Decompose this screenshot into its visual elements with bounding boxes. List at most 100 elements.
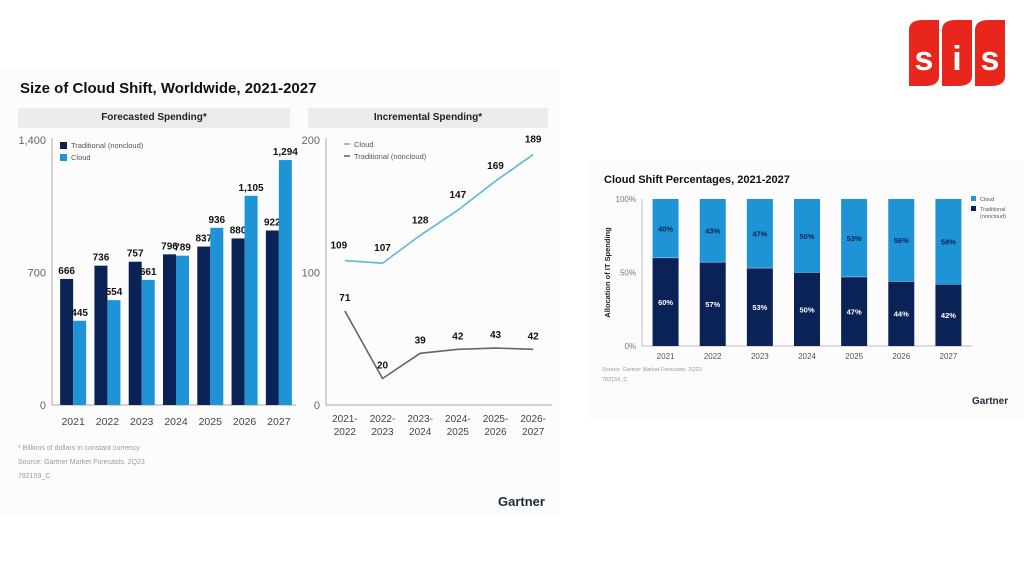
legend-label: Traditional bbox=[980, 207, 1005, 213]
x-tick-label: 2022 bbox=[704, 352, 722, 361]
cloud-shift-percentages-chart: 0% 50% 100% Allocation of IT Spending 40% 60%… bbox=[603, 195, 1006, 361]
y-tick-label: 0 bbox=[40, 400, 46, 412]
bar-cloud bbox=[107, 300, 121, 405]
bar-traditional bbox=[935, 284, 962, 346]
bar-traditional bbox=[794, 272, 820, 346]
y-tick-label: 100 bbox=[302, 268, 320, 280]
incremental-spending-header: Incremental Spending* bbox=[308, 108, 548, 128]
bar-cloud bbox=[794, 199, 820, 273]
x-tick-label: 2024- bbox=[445, 414, 471, 425]
y-tick-label: 1,400 bbox=[18, 135, 46, 147]
gartner-logo: Gartner bbox=[972, 396, 1009, 407]
bar-traditional bbox=[746, 268, 773, 346]
data-label: 47% bbox=[752, 230, 767, 239]
data-label: 666 bbox=[58, 266, 75, 277]
x-tick-label: 2023 bbox=[371, 427, 394, 438]
forecasted-spending-chart: 0 700 1,400 666 445 2021 736 554 2022 757 661 2023 7… bbox=[18, 135, 298, 428]
data-label: 789 bbox=[174, 243, 191, 254]
data-label: 757 bbox=[127, 249, 144, 260]
legend-label: Traditional (noncloud) bbox=[71, 141, 144, 150]
footnote-id: 782159_C bbox=[602, 377, 628, 383]
y-tick-label: 200 bbox=[302, 135, 320, 147]
legend-label: Cloud bbox=[354, 140, 374, 149]
data-label: 39 bbox=[415, 335, 427, 346]
line-cloud bbox=[344, 153, 534, 265]
x-tick-label: 2025- bbox=[483, 414, 509, 425]
data-label: 60% bbox=[658, 298, 673, 307]
legend-swatch bbox=[971, 196, 976, 201]
legend-swatch bbox=[60, 154, 67, 161]
incremental-spending-chart: 0 100 200 109 107 128 147 169 189 71 20 39 42 43 42 202… bbox=[302, 135, 552, 438]
data-label: 169 bbox=[487, 161, 504, 172]
x-tick-label: 2023 bbox=[130, 416, 154, 428]
bar-traditional bbox=[197, 246, 211, 405]
x-tick-label: 2026 bbox=[484, 427, 507, 438]
bar-cloud bbox=[935, 199, 962, 285]
chart-title: Cloud Shift Percentages, 2021-2027 bbox=[604, 174, 790, 186]
forecasted-spending-header: Forecasted Spending* bbox=[18, 108, 290, 128]
svg-text:s: s bbox=[915, 40, 934, 78]
data-label: 936 bbox=[208, 215, 225, 226]
x-tick-label: 2023 bbox=[751, 352, 769, 361]
data-label: 58% bbox=[941, 238, 956, 247]
sis-logo: s i s bbox=[909, 20, 1005, 86]
x-tick-label: 2026- bbox=[520, 414, 546, 425]
data-label: 43% bbox=[705, 227, 720, 236]
svg-text:s: s bbox=[981, 40, 1000, 78]
bar-traditional bbox=[888, 281, 915, 346]
legend-swatch bbox=[971, 206, 976, 211]
legend-label: Cloud bbox=[980, 197, 994, 203]
footnote-source: Source: Gartner Market Forecasts, 2Q23 bbox=[602, 367, 702, 373]
bar-cloud bbox=[278, 160, 292, 405]
bar-cloud bbox=[888, 199, 915, 282]
bar-traditional bbox=[128, 261, 142, 405]
logo-shape-1 bbox=[909, 20, 939, 86]
data-label: 43 bbox=[490, 330, 502, 341]
x-tick-label: 2026 bbox=[233, 416, 257, 428]
data-label: 71 bbox=[339, 293, 351, 304]
bar-traditional bbox=[265, 230, 279, 405]
data-label: 736 bbox=[93, 253, 110, 264]
data-label: 661 bbox=[140, 267, 157, 278]
bar-cloud bbox=[699, 199, 726, 263]
x-tick-label: 2027 bbox=[267, 416, 291, 428]
logo-shape-3 bbox=[975, 20, 1005, 86]
data-label: 53% bbox=[847, 234, 862, 243]
footnote-units: * Billions of dollars in constant curren… bbox=[18, 445, 140, 452]
data-label: 56% bbox=[894, 236, 909, 245]
legend-label: Traditional (noncloud) bbox=[354, 152, 427, 161]
cloud-shift-percentages-panel: Cloud Shift Percentages, 2021-2027 0% 50%… bbox=[590, 160, 1024, 420]
data-label: 189 bbox=[525, 135, 542, 146]
chart-title: Size of Cloud Shift, Worldwide, 2021-202… bbox=[20, 80, 317, 97]
data-label: 1,105 bbox=[239, 183, 264, 194]
data-label: 554 bbox=[106, 287, 123, 298]
x-tick-label: 2027 bbox=[940, 352, 958, 361]
x-tick-label: 2023- bbox=[407, 414, 433, 425]
data-label: 42 bbox=[452, 331, 464, 342]
footnote-id: 782159_C bbox=[18, 473, 51, 480]
x-tick-label: 2024 bbox=[798, 352, 816, 361]
data-label: 20 bbox=[377, 361, 389, 372]
data-label: 128 bbox=[412, 215, 429, 226]
data-label: 44% bbox=[894, 310, 909, 319]
bar-traditional bbox=[60, 278, 74, 405]
x-tick-label: 2024 bbox=[409, 427, 432, 438]
cloud-shift-size-panel: Size of Cloud Shift, Worldwide, 2021-202… bbox=[0, 70, 560, 515]
legend-label: (noncloud) bbox=[980, 214, 1006, 220]
bar-traditional bbox=[841, 276, 868, 346]
bar-traditional bbox=[652, 257, 679, 346]
bar-cloud bbox=[176, 255, 189, 405]
bar-cloud bbox=[244, 195, 258, 405]
y-tick-label: 700 bbox=[28, 268, 46, 280]
data-label: 922 bbox=[264, 217, 281, 228]
x-tick-label: 2026 bbox=[892, 352, 910, 361]
data-label: 445 bbox=[71, 308, 88, 319]
data-label: 837 bbox=[195, 234, 212, 245]
data-label: 42 bbox=[528, 331, 540, 342]
x-tick-label: 2021- bbox=[332, 414, 358, 425]
data-label: 53% bbox=[752, 303, 767, 312]
data-label: 47% bbox=[847, 307, 862, 316]
x-tick-label: 2021 bbox=[61, 416, 85, 428]
bar-traditional bbox=[699, 262, 726, 346]
data-label: 109 bbox=[330, 241, 347, 252]
